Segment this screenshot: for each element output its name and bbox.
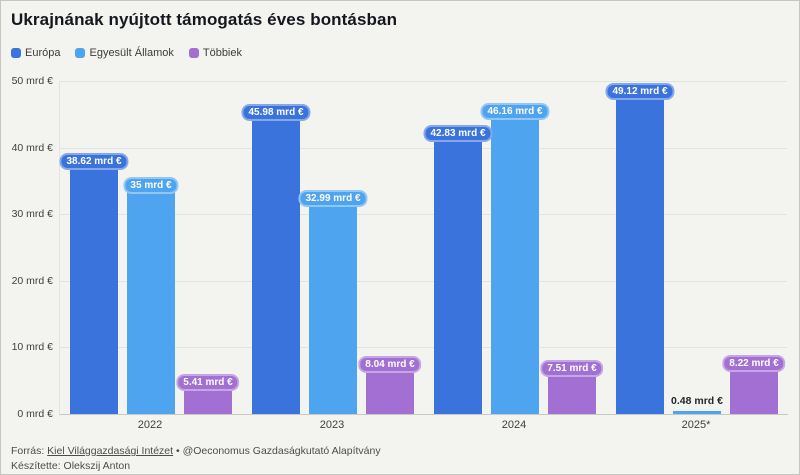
- plot-area: 38.62 mrd €35 mrd €5.41 mrd €45.98 mrd €…: [59, 81, 788, 415]
- bar-2024-1: [491, 106, 539, 414]
- bar-wrap: 32.99 mrd €: [298, 190, 368, 414]
- bar-wrap: 5.41 mrd €: [176, 373, 240, 414]
- bar-2025*-1: [673, 410, 721, 414]
- bar-value-label: 38.62 mrd €: [59, 152, 129, 170]
- gridline: [59, 81, 787, 82]
- legend-label: Egyesült Államok: [89, 47, 174, 59]
- x-tick-label-2024: 2024: [501, 419, 527, 431]
- legend-swatch-icon: [11, 48, 21, 58]
- bar-wrap: 49.12 mrd €: [605, 82, 675, 414]
- bar-value-label: 7.51 mrd €: [540, 359, 604, 377]
- bar-value-label: 32.99 mrd €: [298, 190, 368, 208]
- bar-group-2024: 42.83 mrd € 46.16 mrd € 7.51 mrd €: [423, 81, 606, 414]
- bar-wrap: 42.83 mrd €: [423, 124, 493, 414]
- bar-wrap: 46.16 mrd €: [480, 102, 550, 414]
- legend-item-1: Egyesült Államok: [75, 47, 174, 59]
- chart-legend: Európa Egyesült Államok Többiek: [11, 47, 242, 59]
- source-link[interactable]: Kiel Világgazdasági Intézet: [47, 445, 174, 457]
- bar-value-label: 45.98 mrd €: [241, 103, 311, 121]
- legend-item-2: Többiek: [188, 47, 242, 59]
- bar-value-label: 5.41 mrd €: [176, 373, 240, 391]
- bar-wrap: 8.22 mrd €: [722, 355, 786, 414]
- bar-value-label: 35 mrd €: [123, 176, 179, 194]
- bar-value-label: 49.12 mrd €: [605, 82, 675, 100]
- bar-wrap: 38.62 mrd €: [59, 152, 129, 414]
- bar-2025*-0: [616, 86, 664, 414]
- bar-group-2023: 45.98 mrd € 32.99 mrd € 8.04 mrd €: [241, 81, 424, 414]
- y-tick-label: 30 mrd €: [11, 208, 53, 221]
- bar-wrap: 8.04 mrd €: [358, 356, 422, 414]
- y-tick-label: 50 mrd €: [11, 75, 53, 87]
- gridline: [59, 147, 787, 149]
- legend-item-0: Európa: [11, 47, 60, 59]
- bar-2023-0: [252, 107, 300, 414]
- bar-2023-1: [309, 194, 357, 414]
- gridline: [59, 280, 787, 282]
- bar-wrap: 0.48 mrd €: [671, 395, 723, 414]
- x-tick-label-2023: 2023: [319, 419, 345, 431]
- bar-value-label: 42.83 mrd €: [423, 124, 493, 142]
- bar-value-label: 8.04 mrd €: [358, 356, 422, 374]
- gridline: [59, 214, 787, 216]
- bar-value-label: 0.48 mrd €: [671, 394, 723, 407]
- y-tick-label: 40 mrd €: [11, 141, 53, 154]
- legend-label: Európa: [25, 47, 61, 59]
- x-tick-label-2022: 2022: [137, 419, 163, 431]
- x-tick-label-2025*: 2025*: [681, 419, 711, 431]
- bar-group-2022: 38.62 mrd € 35 mrd € 5.41 mrd €: [59, 81, 242, 414]
- bar-2024-0: [434, 128, 482, 414]
- credit-line: Készítette: Olekszij Anton: [11, 460, 131, 472]
- y-tick-label: 0 mrd €: [17, 408, 53, 420]
- bar-value-label: 46.16 mrd €: [480, 102, 550, 120]
- y-tick-label: 20 mrd €: [11, 274, 53, 287]
- bar-group-2025*: 49.12 mrd € 0.48 mrd € 8.22 mrd €: [605, 81, 788, 414]
- legend-swatch-icon: [188, 48, 199, 58]
- bar-value-label: 8.22 mrd €: [722, 355, 786, 373]
- bar-wrap: 35 mrd €: [123, 176, 179, 414]
- bar-wrap: 7.51 mrd €: [540, 359, 604, 414]
- x-axis-labels: 2022 2023 2024 2025*: [59, 419, 787, 431]
- gridline: [59, 347, 787, 349]
- source-line: Forrás: Kiel Világgazdasági Intézet • @O…: [11, 444, 381, 459]
- source-suffix: • @Oeconomus Gazdaságkutató Alapítvány: [173, 445, 381, 457]
- bar-2022-1: [127, 180, 175, 414]
- bar-2022-0: [70, 156, 118, 414]
- chart-title: Ukrajnának nyújtott támogatás éves bontá…: [11, 10, 398, 29]
- legend-swatch-icon: [75, 48, 86, 58]
- chart-footer: Forrás: Kiel Világgazdasági Intézet • @O…: [11, 444, 381, 474]
- legend-label: Többiek: [202, 47, 242, 59]
- y-tick-label: 10 mrd €: [11, 341, 53, 354]
- bar-wrap: 45.98 mrd €: [241, 103, 311, 414]
- source-prefix: Forrás:: [11, 445, 48, 457]
